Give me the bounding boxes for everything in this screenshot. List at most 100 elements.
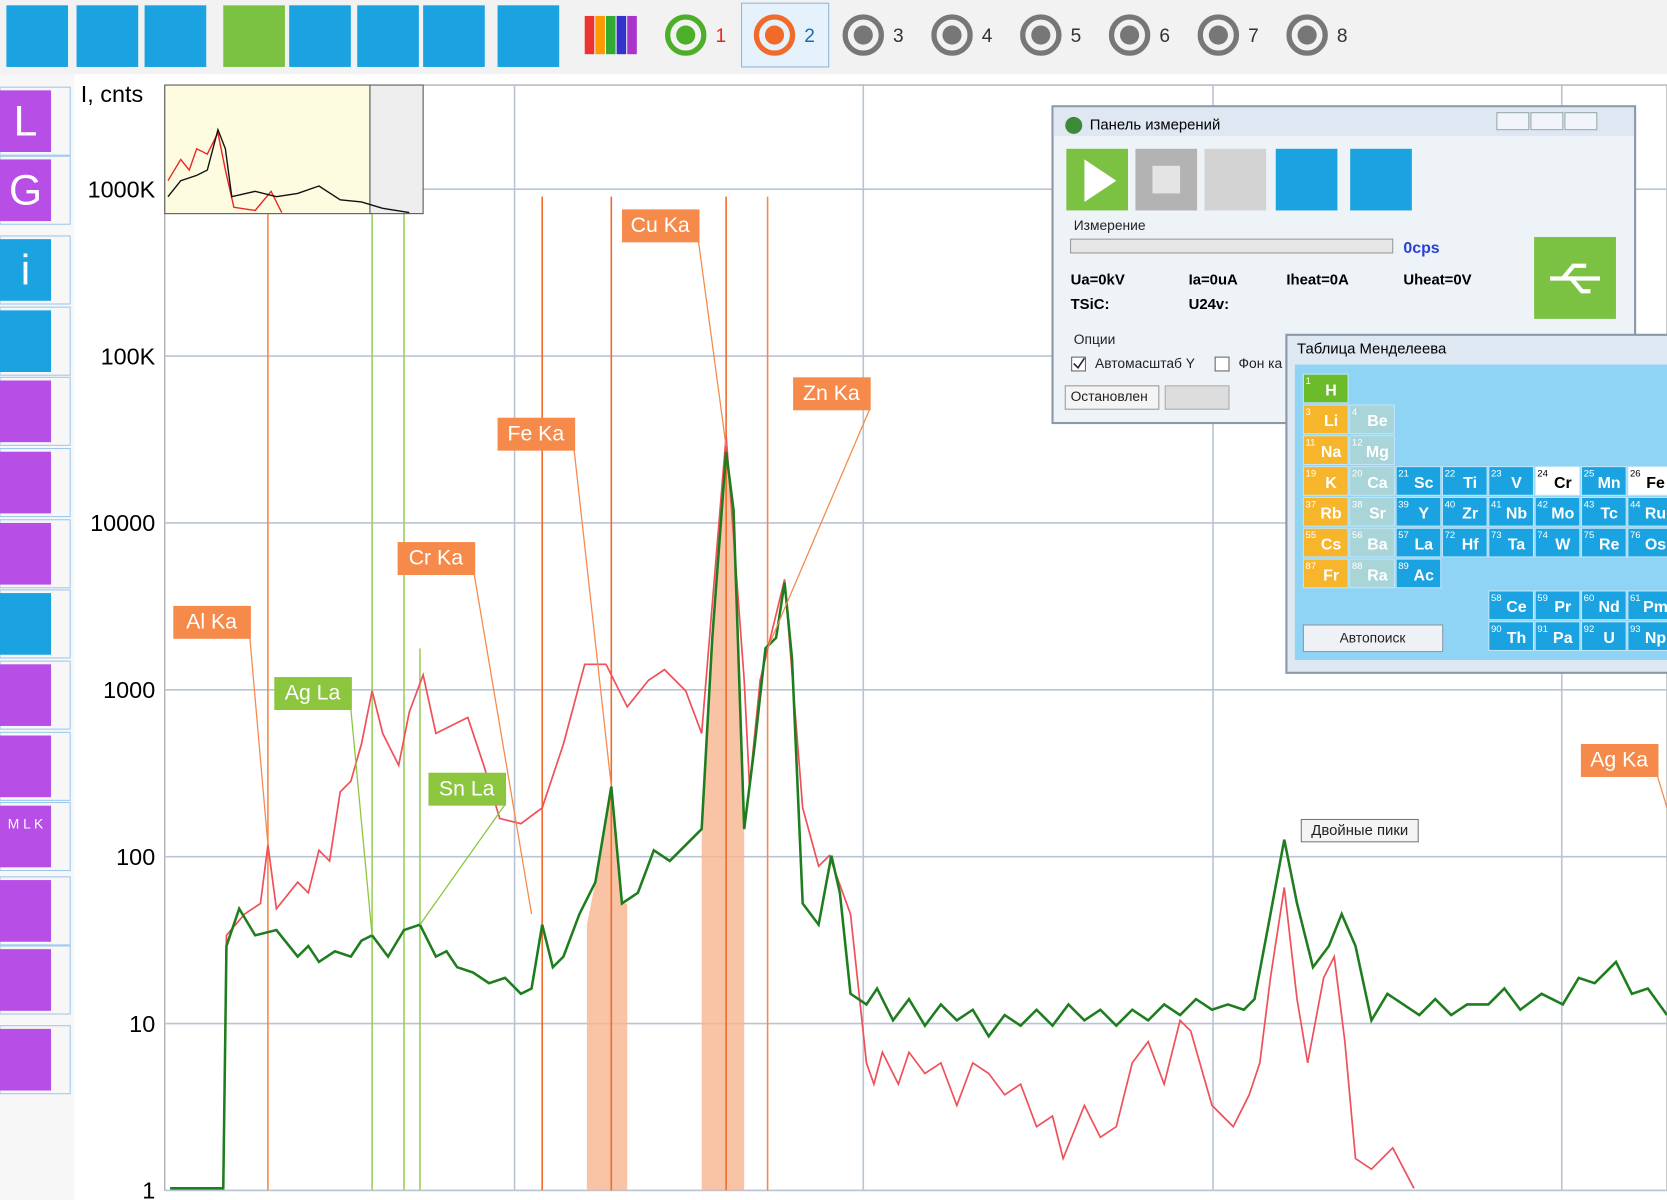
element-cell[interactable] bbox=[1349, 404, 1395, 435]
element-cell[interactable] bbox=[1580, 527, 1627, 558]
element-symbol: Y bbox=[1418, 506, 1429, 523]
side-button[interactable] bbox=[0, 880, 52, 942]
element-cell[interactable] bbox=[1349, 496, 1395, 527]
element-cell[interactable] bbox=[1580, 621, 1627, 652]
element-cell[interactable] bbox=[1534, 527, 1581, 558]
window-button[interactable] bbox=[1564, 112, 1598, 131]
channel-button[interactable] bbox=[1197, 14, 1240, 56]
peak-label-box[interactable] bbox=[397, 542, 476, 576]
element-cell[interactable] bbox=[1349, 527, 1395, 558]
element-cell[interactable] bbox=[1349, 466, 1395, 496]
element-cell[interactable] bbox=[1580, 496, 1627, 527]
element-cell[interactable] bbox=[1534, 466, 1581, 496]
tooltip-box bbox=[1300, 818, 1419, 843]
channel-button[interactable] bbox=[931, 14, 973, 56]
side-button[interactable] bbox=[0, 239, 52, 301]
element-symbol: Nd bbox=[1599, 599, 1620, 616]
tool-button[interactable] bbox=[357, 5, 419, 67]
window-button[interactable] bbox=[1530, 112, 1564, 131]
element-cell[interactable] bbox=[1627, 590, 1667, 621]
element-cell[interactable] bbox=[1441, 466, 1488, 496]
element-number: 43 bbox=[1584, 499, 1595, 510]
element-cell[interactable] bbox=[1488, 621, 1535, 652]
element-cell[interactable] bbox=[1302, 373, 1349, 404]
tool-button[interactable] bbox=[223, 5, 285, 67]
tool-button[interactable] bbox=[497, 5, 560, 67]
peak-label-box[interactable] bbox=[1580, 744, 1659, 777]
element-cell[interactable] bbox=[1580, 590, 1627, 621]
element-cell[interactable] bbox=[1395, 558, 1442, 589]
channel-button[interactable] bbox=[753, 14, 796, 56]
peak-label: Fe Ka bbox=[507, 421, 564, 445]
channel-button[interactable] bbox=[1108, 14, 1151, 56]
side-button[interactable] bbox=[0, 949, 52, 1011]
checkbox[interactable] bbox=[1214, 356, 1230, 372]
element-cell[interactable] bbox=[1534, 621, 1581, 652]
table-title: Таблица Менделеева bbox=[1297, 342, 1447, 358]
peak-label-box[interactable] bbox=[621, 209, 700, 243]
side-button[interactable] bbox=[0, 159, 52, 222]
y-tick-label: 1000K bbox=[88, 176, 156, 202]
channel-button[interactable] bbox=[664, 14, 707, 56]
element-cell[interactable] bbox=[1395, 496, 1442, 527]
element-cell[interactable] bbox=[1395, 466, 1442, 496]
element-cell[interactable] bbox=[1302, 527, 1349, 558]
side-button[interactable] bbox=[0, 380, 52, 443]
channel-dot bbox=[1208, 25, 1228, 45]
element-cell[interactable] bbox=[1534, 496, 1581, 527]
element-cell[interactable] bbox=[1302, 496, 1349, 527]
side-button[interactable] bbox=[0, 593, 52, 655]
side-button[interactable] bbox=[0, 310, 52, 373]
element-cell[interactable] bbox=[1441, 527, 1488, 558]
side-button[interactable] bbox=[0, 805, 52, 868]
peak-label-box[interactable] bbox=[274, 677, 352, 711]
channel-button[interactable] bbox=[1286, 14, 1328, 56]
peak-label-box[interactable] bbox=[497, 417, 576, 451]
element-cell[interactable] bbox=[1302, 435, 1349, 466]
side-button[interactable] bbox=[0, 735, 52, 798]
element-cell[interactable] bbox=[1627, 496, 1667, 527]
tool-button[interactable] bbox=[76, 5, 139, 67]
element-cell[interactable] bbox=[1488, 590, 1535, 621]
side-button[interactable] bbox=[0, 1028, 52, 1091]
spectrum-green bbox=[170, 451, 1667, 1190]
element-cell[interactable] bbox=[1488, 466, 1535, 496]
element-cell[interactable] bbox=[1395, 527, 1442, 558]
element-cell[interactable] bbox=[1441, 496, 1488, 527]
element-cell[interactable] bbox=[1627, 466, 1667, 496]
element-number: 56 bbox=[1352, 530, 1363, 541]
tool-button[interactable] bbox=[423, 5, 485, 67]
element-symbol: W bbox=[1555, 536, 1571, 553]
window-button[interactable] bbox=[1496, 112, 1530, 131]
side-button[interactable] bbox=[0, 451, 52, 514]
element-cell[interactable] bbox=[1627, 621, 1667, 652]
channel-button[interactable] bbox=[842, 14, 884, 56]
reading: U24v: bbox=[1189, 297, 1230, 313]
tool-button[interactable] bbox=[6, 5, 69, 67]
peak-label-box[interactable] bbox=[793, 377, 871, 411]
autosearch-button[interactable] bbox=[1302, 624, 1444, 653]
side-button[interactable] bbox=[0, 90, 52, 152]
panel-button[interactable] bbox=[1275, 148, 1338, 211]
element-cell[interactable] bbox=[1627, 527, 1667, 558]
element-cell[interactable] bbox=[1534, 590, 1581, 621]
side-button[interactable] bbox=[0, 522, 52, 585]
tool-button[interactable] bbox=[144, 5, 207, 67]
panel-button[interactable] bbox=[1204, 148, 1267, 211]
panel-button[interactable] bbox=[1350, 148, 1412, 211]
element-cell[interactable] bbox=[1302, 558, 1349, 589]
element-symbol: Os bbox=[1645, 536, 1666, 553]
element-cell[interactable] bbox=[1302, 466, 1349, 496]
element-cell[interactable] bbox=[1349, 435, 1395, 466]
channel-button[interactable] bbox=[1020, 14, 1062, 56]
element-cell[interactable] bbox=[1580, 466, 1627, 496]
element-cell[interactable] bbox=[1302, 404, 1349, 435]
peak-label-box[interactable] bbox=[428, 772, 507, 806]
peak-label-box[interactable] bbox=[173, 605, 251, 639]
tool-button[interactable] bbox=[289, 5, 351, 67]
element-cell[interactable] bbox=[1488, 527, 1535, 558]
element-cell[interactable] bbox=[1349, 558, 1395, 589]
side-button[interactable] bbox=[0, 664, 52, 726]
element-symbol: Pr bbox=[1554, 599, 1571, 616]
element-cell[interactable] bbox=[1488, 496, 1535, 527]
